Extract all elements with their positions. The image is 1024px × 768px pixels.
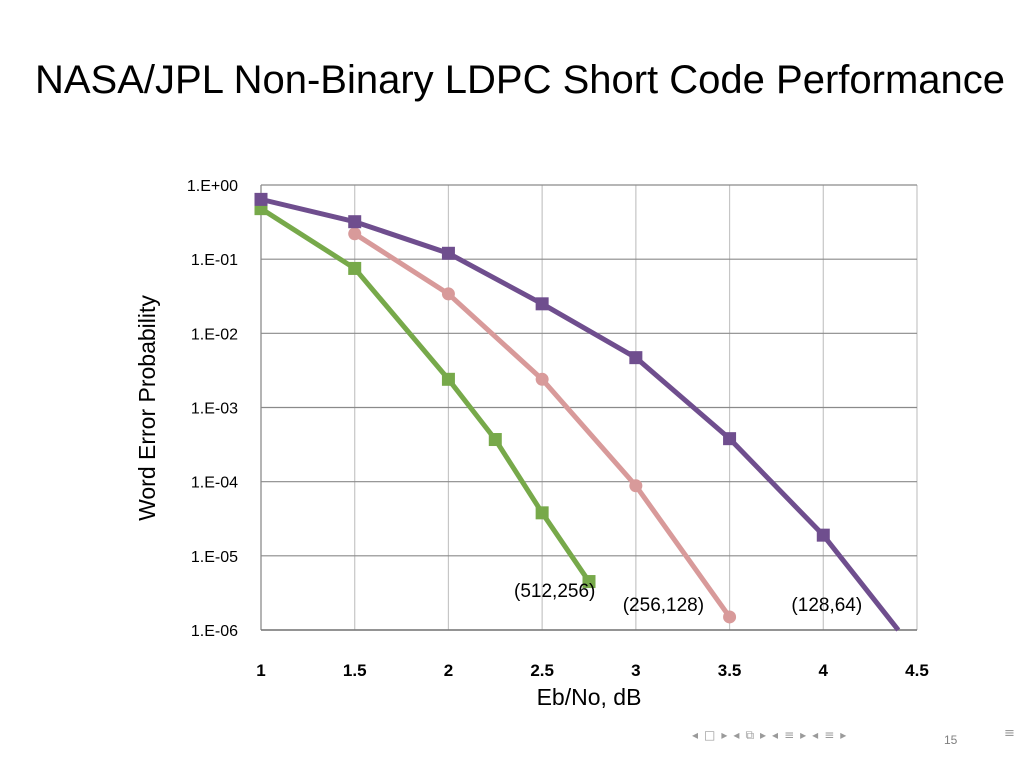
frame-icon[interactable]: ⧉ [745,727,755,742]
x-axis-label: Eb/No, dB [537,684,642,710]
curve-label: (512,256) [514,581,595,602]
slide-title: NASA/JPL Non-Binary LDPC Short Code Perf… [34,58,1006,102]
slide-frame-icon[interactable]: □ [704,728,716,742]
data-point [629,479,643,493]
next-slide-arrow-icon[interactable]: ▸ [721,728,728,742]
slide-number: 15 [944,733,958,747]
data-point [816,528,830,542]
prev-section-arrow-icon[interactable]: ◂ [772,728,779,742]
y-tick-label: 1.E-05 [191,549,238,566]
data-point [348,261,362,275]
data-point [535,372,549,386]
data-point [441,287,455,301]
section-icon[interactable]: ≡ [784,728,795,742]
data-point [535,506,549,520]
data-point [723,610,737,624]
prev-subsection-arrow-icon[interactable]: ◂ [812,728,819,742]
series-1 [348,227,737,624]
y-tick-label: 1.E-04 [191,475,238,492]
menu-icon[interactable]: ≡ [1004,726,1015,741]
y-axis-tick-labels: 1.E+00 1.E-01 1.E-02 1.E-03 1.E-04 1.E-05 1.E-… [187,178,238,640]
x-tick-label: 3.5 [718,661,742,680]
next-section-arrow-icon[interactable]: ▸ [800,728,807,742]
series-0 [254,202,596,589]
curve-labels: (512,256) (256,128) (128,64) [514,581,862,616]
data-series [254,192,901,632]
data-point [441,372,455,386]
x-tick-label: 1 [256,661,265,680]
data-point [629,351,643,365]
subsection-icon[interactable]: ≡ [824,728,835,742]
data-point [488,433,502,447]
x-axis-tick-labels: 1 1.5 2 2.5 3 3.5 4 4.5 [256,661,929,680]
series-line [260,196,901,632]
data-point [348,215,362,229]
y-tick-label: 1.E-02 [191,326,238,343]
prev-frame-arrow-icon[interactable]: ◂ [733,728,740,742]
y-axis-label: Word Error Probability [134,295,160,521]
data-point [348,227,362,241]
series-line [259,206,592,583]
next-frame-arrow-icon[interactable]: ▸ [760,728,767,742]
next-subsection-arrow-icon[interactable]: ▸ [840,728,847,742]
x-tick-label: 1.5 [343,661,367,680]
x-tick-label: 2.5 [530,661,554,680]
x-tick-label: 4.5 [905,661,929,680]
data-point [535,297,549,311]
data-point [582,575,596,589]
data-point [254,192,268,206]
y-tick-label: 1.E-06 [191,623,238,640]
curve-label: (128,64) [791,595,862,616]
data-point [723,432,737,446]
series-2 [254,192,901,632]
y-tick-label: 1.E-01 [191,252,238,269]
x-tick-label: 3 [631,661,640,680]
grid-lines [260,184,918,631]
x-tick-label: 4 [819,661,829,680]
prev-slide-arrow-icon[interactable]: ◂ [692,728,699,742]
y-tick-label: 1.E-03 [191,401,238,418]
data-point [441,246,455,260]
slide-navigation[interactable]: ◂ □ ▸ ◂ ⧉ ▸ ◂ ≡ ▸ ◂ ≡ ▸ [692,724,846,746]
x-tick-label: 2 [444,661,453,680]
curve-label: (256,128) [623,595,704,616]
y-tick-label: 1.E+00 [187,178,238,195]
